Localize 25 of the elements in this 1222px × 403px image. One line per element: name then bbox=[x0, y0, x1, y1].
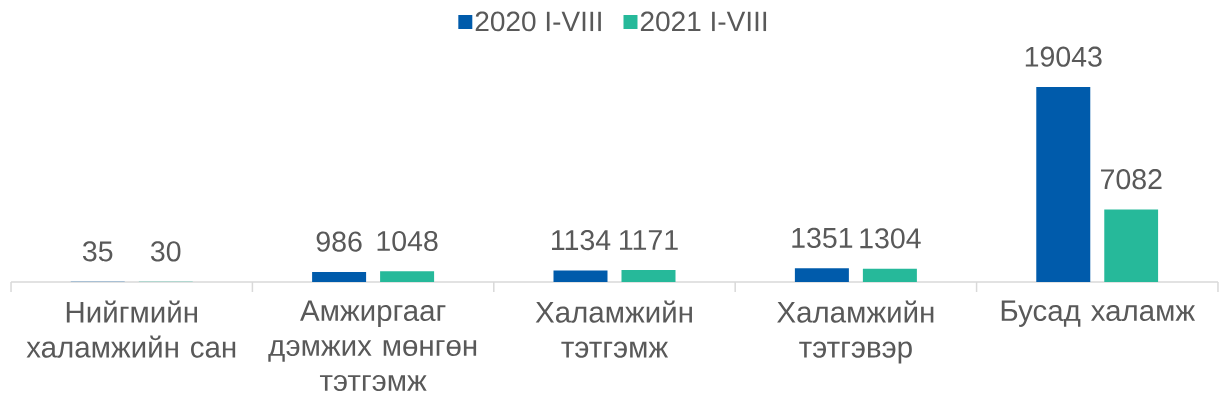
legend-label: 2020 I-VIII bbox=[475, 11, 601, 32]
x-tick-label: Бусад халамж bbox=[1001, 300, 1196, 327]
bar bbox=[862, 268, 917, 282]
x-tick-label: Амжиргааг дэмжих мөнгөн тэтгэмж bbox=[268, 300, 477, 392]
data-label: 1048 bbox=[377, 230, 438, 252]
bar bbox=[312, 271, 367, 282]
legend-label: 2021 I-VIII bbox=[640, 11, 767, 32]
bar bbox=[553, 270, 608, 282]
x-tick-label: Халамжийн тэтгэвэр bbox=[777, 300, 934, 364]
data-label: 1304 bbox=[860, 228, 921, 249]
bar bbox=[1036, 86, 1091, 282]
bar bbox=[380, 271, 435, 282]
bar bbox=[1104, 209, 1159, 282]
data-label: 986 bbox=[316, 231, 362, 252]
x-tick-label: Нийгмийн халамжийн сан bbox=[26, 300, 236, 358]
bar bbox=[794, 268, 849, 282]
data-label: 7082 bbox=[1101, 169, 1162, 190]
data-label: 1171 bbox=[620, 230, 678, 250]
data-label: 19043 bbox=[1025, 46, 1102, 67]
data-label: 30 bbox=[150, 241, 181, 262]
data-label: 1134 bbox=[552, 230, 611, 251]
data-label: 1351 bbox=[792, 227, 853, 248]
x-tick-label: Халамжийн тэтгэмж bbox=[535, 300, 692, 358]
bar bbox=[621, 270, 676, 282]
data-label: 35 bbox=[82, 241, 113, 262]
